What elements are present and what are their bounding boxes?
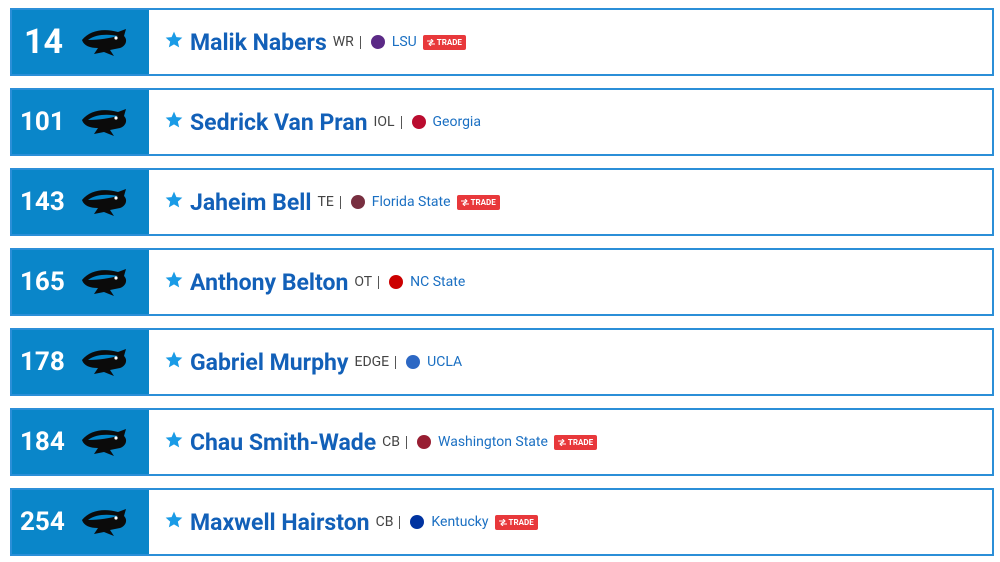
trade-label: TRADE: [470, 197, 496, 207]
player-name: Chau Smith-Wade: [190, 428, 377, 456]
pick-box: 14: [12, 10, 149, 74]
team-logo: [80, 506, 130, 542]
school-name: Georgia: [432, 114, 481, 130]
separator: [359, 35, 361, 49]
pick-row: 143 Jaheim Bell TE Florida State TRADE: [10, 168, 994, 236]
favorite-star[interactable]: [164, 510, 184, 534]
trade-label: TRADE: [508, 517, 534, 527]
school-logo: [406, 355, 421, 369]
favorite-star[interactable]: [164, 270, 184, 294]
pick-number: 178: [20, 347, 65, 377]
team-logo: [80, 186, 130, 222]
pick-row: 254 Maxwell Hairston CB Kentucky TRADE: [10, 488, 994, 556]
pick-number: 101: [20, 107, 65, 137]
school-name: Washington State: [438, 434, 548, 450]
position: WR: [332, 34, 354, 50]
separator: [339, 195, 341, 209]
school-logo: [410, 515, 425, 529]
trade-badge: TRADE: [422, 34, 466, 50]
player-name: Malik Nabers: [190, 28, 327, 56]
school-name: NC State: [410, 274, 466, 290]
pick-number: 184: [20, 427, 65, 457]
player-name: Jaheim Bell: [190, 188, 312, 216]
trade-badge: TRADE: [553, 434, 598, 450]
school-logo: [370, 35, 385, 49]
separator: [406, 435, 408, 449]
separator: [378, 275, 380, 289]
favorite-star[interactable]: [164, 110, 184, 134]
school-name: Kentucky: [431, 514, 489, 530]
favorite-star[interactable]: [164, 430, 184, 454]
school-name: Florida State: [371, 194, 451, 210]
player-info: Chau Smith-Wade CB Washington State TRADE: [164, 410, 598, 474]
school-logo: [417, 435, 432, 449]
trade-badge: TRADE: [494, 514, 538, 530]
pick-number: 165: [20, 267, 65, 297]
trade-label: TRADE: [567, 437, 594, 447]
player-info: Sedrick Van Pran IOL Georgia: [164, 90, 487, 154]
position: OT: [354, 274, 373, 290]
position: CB: [382, 434, 401, 450]
pick-box: 165: [12, 250, 149, 314]
player-info: Gabriel Murphy EDGE UCLA: [164, 330, 468, 394]
school-name: UCLA: [427, 354, 463, 370]
school-logo: [389, 275, 404, 289]
pick-row: 101 Sedrick Van Pran IOL Georgia: [10, 88, 994, 156]
school-name: LSU: [391, 34, 417, 50]
pick-row: 178 Gabriel Murphy EDGE UCLA: [10, 328, 994, 396]
player-name: Gabriel Murphy: [190, 348, 349, 376]
position: IOL: [373, 114, 395, 130]
favorite-star[interactable]: [164, 190, 184, 214]
favorite-star[interactable]: [164, 30, 184, 54]
separator: [399, 515, 401, 529]
pick-box: 178: [12, 330, 149, 394]
pick-box: 143: [12, 170, 149, 234]
position: TE: [317, 194, 334, 210]
trade-label: TRADE: [436, 37, 462, 47]
player-info: Jaheim Bell TE Florida State TRADE: [164, 170, 500, 234]
pick-row: 14 Malik Nabers WR LSU TRADE: [10, 8, 994, 76]
team-logo: [80, 26, 130, 62]
player-name: Maxwell Hairston: [190, 508, 370, 536]
pick-number: 14: [24, 22, 64, 62]
separator: [395, 355, 397, 369]
team-logo: [80, 426, 130, 462]
player-info: Maxwell Hairston CB Kentucky TRADE: [164, 490, 538, 554]
team-logo: [80, 106, 130, 142]
favorite-star[interactable]: [164, 350, 184, 374]
player-info: Anthony Belton OT NC State: [164, 250, 471, 314]
pick-row: 184 Chau Smith-Wade CB Washington State TRAD…: [10, 408, 994, 476]
position: EDGE: [354, 354, 390, 370]
trade-badge: TRADE: [456, 194, 500, 210]
player-name: Anthony Belton: [190, 268, 349, 296]
position: CB: [375, 514, 394, 530]
pick-row: 165 Anthony Belton OT NC State: [10, 248, 994, 316]
school-logo: [350, 195, 365, 209]
separator: [400, 115, 402, 129]
team-logo: [80, 266, 130, 302]
team-logo: [80, 346, 130, 382]
pick-box: 184: [12, 410, 149, 474]
pick-box: 101: [12, 90, 149, 154]
school-logo: [411, 115, 426, 129]
pick-number: 254: [20, 507, 65, 537]
player-name: Sedrick Van Pran: [190, 108, 368, 136]
pick-number: 143: [20, 187, 65, 217]
pick-box: 254: [12, 490, 149, 554]
player-info: Malik Nabers WR LSU TRADE: [164, 10, 466, 74]
